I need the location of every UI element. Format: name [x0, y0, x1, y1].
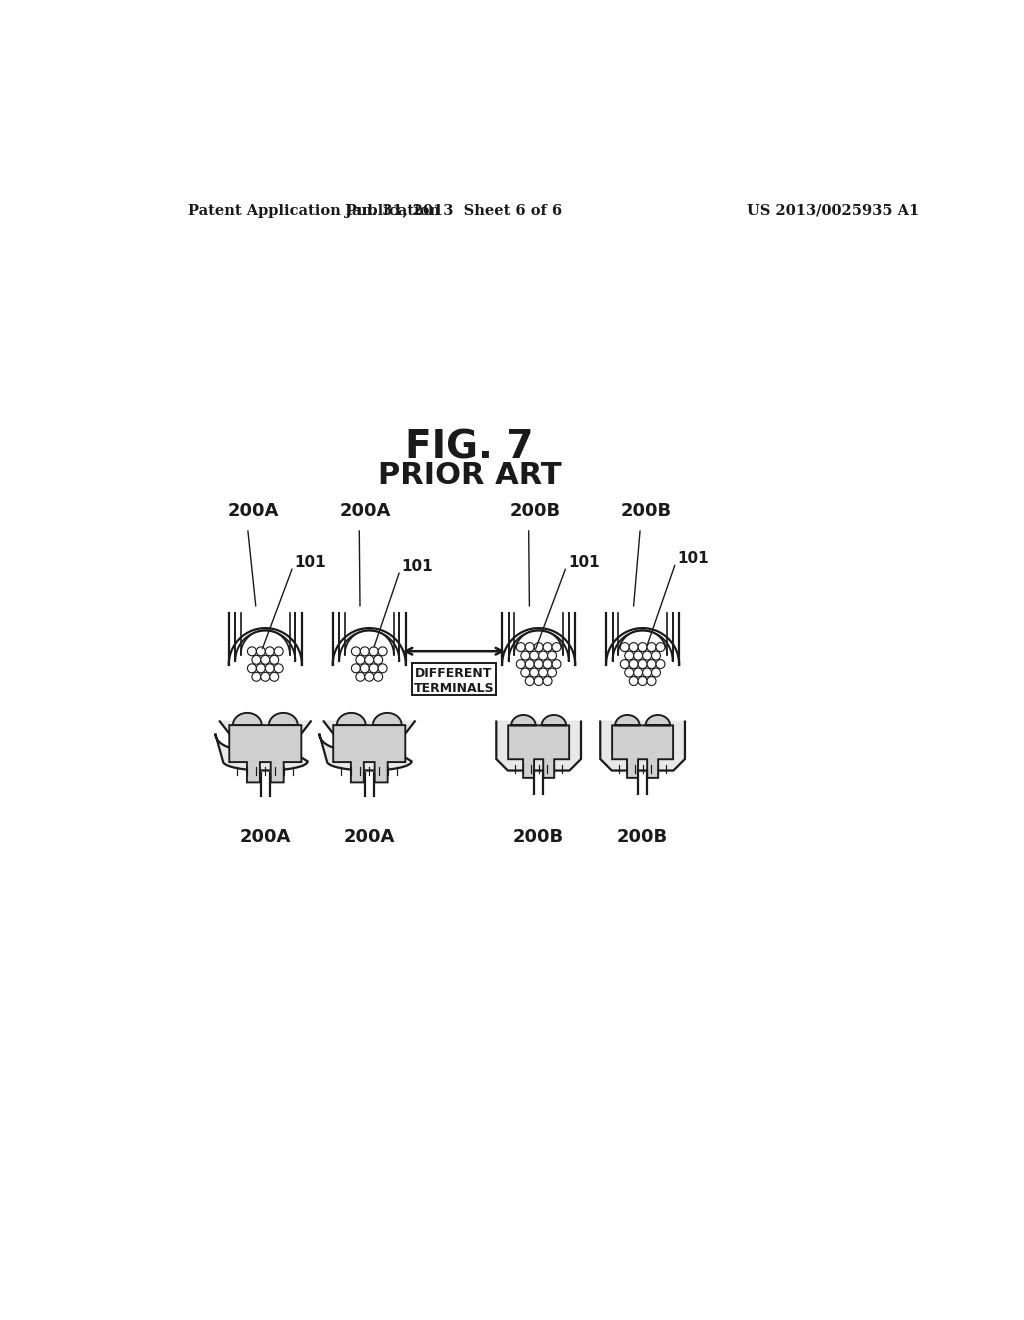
- Text: 200B: 200B: [509, 503, 560, 520]
- Text: 200A: 200A: [344, 829, 395, 846]
- Circle shape: [621, 660, 629, 668]
- Text: 101: 101: [677, 552, 709, 566]
- Circle shape: [629, 677, 638, 685]
- Polygon shape: [612, 715, 673, 777]
- Circle shape: [638, 643, 647, 652]
- Polygon shape: [497, 721, 581, 771]
- Circle shape: [261, 655, 269, 664]
- Circle shape: [374, 655, 383, 664]
- Circle shape: [529, 651, 539, 660]
- Circle shape: [252, 672, 261, 681]
- Circle shape: [261, 672, 269, 681]
- Circle shape: [539, 668, 548, 677]
- Circle shape: [643, 651, 651, 660]
- Circle shape: [634, 668, 643, 677]
- Circle shape: [521, 668, 529, 677]
- Circle shape: [647, 643, 656, 652]
- Circle shape: [360, 664, 370, 673]
- Circle shape: [529, 668, 539, 677]
- Polygon shape: [319, 721, 416, 771]
- Circle shape: [265, 664, 274, 673]
- Circle shape: [521, 651, 529, 660]
- Circle shape: [378, 647, 387, 656]
- Polygon shape: [333, 713, 406, 783]
- Circle shape: [360, 647, 370, 656]
- Text: 200B: 200B: [617, 829, 669, 846]
- Circle shape: [543, 643, 552, 652]
- Text: 101: 101: [568, 556, 599, 570]
- Text: 200B: 200B: [513, 829, 564, 846]
- Circle shape: [370, 664, 378, 673]
- Circle shape: [269, 672, 279, 681]
- Circle shape: [269, 655, 279, 664]
- Circle shape: [552, 660, 561, 668]
- Circle shape: [647, 660, 656, 668]
- Circle shape: [634, 651, 643, 660]
- Circle shape: [656, 660, 665, 668]
- Text: TERMINALS: TERMINALS: [414, 681, 495, 694]
- Circle shape: [525, 677, 535, 685]
- Text: 101: 101: [295, 556, 327, 570]
- Circle shape: [647, 677, 656, 685]
- Circle shape: [252, 655, 261, 664]
- Circle shape: [365, 655, 374, 664]
- Circle shape: [356, 672, 365, 681]
- Circle shape: [629, 643, 638, 652]
- Circle shape: [625, 651, 634, 660]
- Text: 101: 101: [401, 558, 433, 574]
- Text: US 2013/0025935 A1: US 2013/0025935 A1: [746, 203, 919, 218]
- Circle shape: [365, 672, 374, 681]
- Circle shape: [248, 664, 256, 673]
- Circle shape: [535, 677, 543, 685]
- Text: DIFFERENT: DIFFERENT: [416, 667, 493, 680]
- Circle shape: [274, 664, 284, 673]
- Text: 200B: 200B: [621, 503, 672, 520]
- Text: FIG. 7: FIG. 7: [406, 428, 534, 466]
- Circle shape: [248, 647, 256, 656]
- Circle shape: [516, 643, 525, 652]
- Circle shape: [656, 643, 665, 652]
- Circle shape: [548, 651, 556, 660]
- Circle shape: [256, 647, 265, 656]
- Circle shape: [535, 643, 543, 652]
- Text: PRIOR ART: PRIOR ART: [378, 461, 561, 490]
- Polygon shape: [215, 721, 311, 771]
- Circle shape: [638, 660, 647, 668]
- Circle shape: [539, 651, 548, 660]
- Text: 200A: 200A: [228, 503, 280, 520]
- Circle shape: [625, 668, 634, 677]
- Circle shape: [525, 643, 535, 652]
- Text: Patent Application Publication: Patent Application Publication: [188, 203, 440, 218]
- FancyBboxPatch shape: [413, 663, 496, 696]
- Polygon shape: [600, 721, 685, 771]
- Circle shape: [643, 668, 651, 677]
- Circle shape: [543, 660, 552, 668]
- Text: 200A: 200A: [340, 503, 391, 520]
- Circle shape: [356, 655, 365, 664]
- Circle shape: [256, 664, 265, 673]
- Circle shape: [274, 647, 284, 656]
- Circle shape: [638, 677, 647, 685]
- Circle shape: [374, 672, 383, 681]
- Text: 200A: 200A: [240, 829, 291, 846]
- Circle shape: [535, 660, 543, 668]
- Circle shape: [629, 660, 638, 668]
- Circle shape: [351, 647, 360, 656]
- Circle shape: [552, 643, 561, 652]
- Circle shape: [525, 660, 535, 668]
- Circle shape: [621, 643, 629, 652]
- Circle shape: [378, 664, 387, 673]
- Polygon shape: [508, 715, 569, 777]
- Circle shape: [265, 647, 274, 656]
- Circle shape: [651, 668, 660, 677]
- Circle shape: [516, 660, 525, 668]
- Polygon shape: [229, 713, 301, 783]
- Circle shape: [351, 664, 360, 673]
- Circle shape: [370, 647, 378, 656]
- Circle shape: [548, 668, 556, 677]
- Text: Jan. 31, 2013  Sheet 6 of 6: Jan. 31, 2013 Sheet 6 of 6: [345, 203, 562, 218]
- Circle shape: [543, 677, 552, 685]
- Circle shape: [651, 651, 660, 660]
